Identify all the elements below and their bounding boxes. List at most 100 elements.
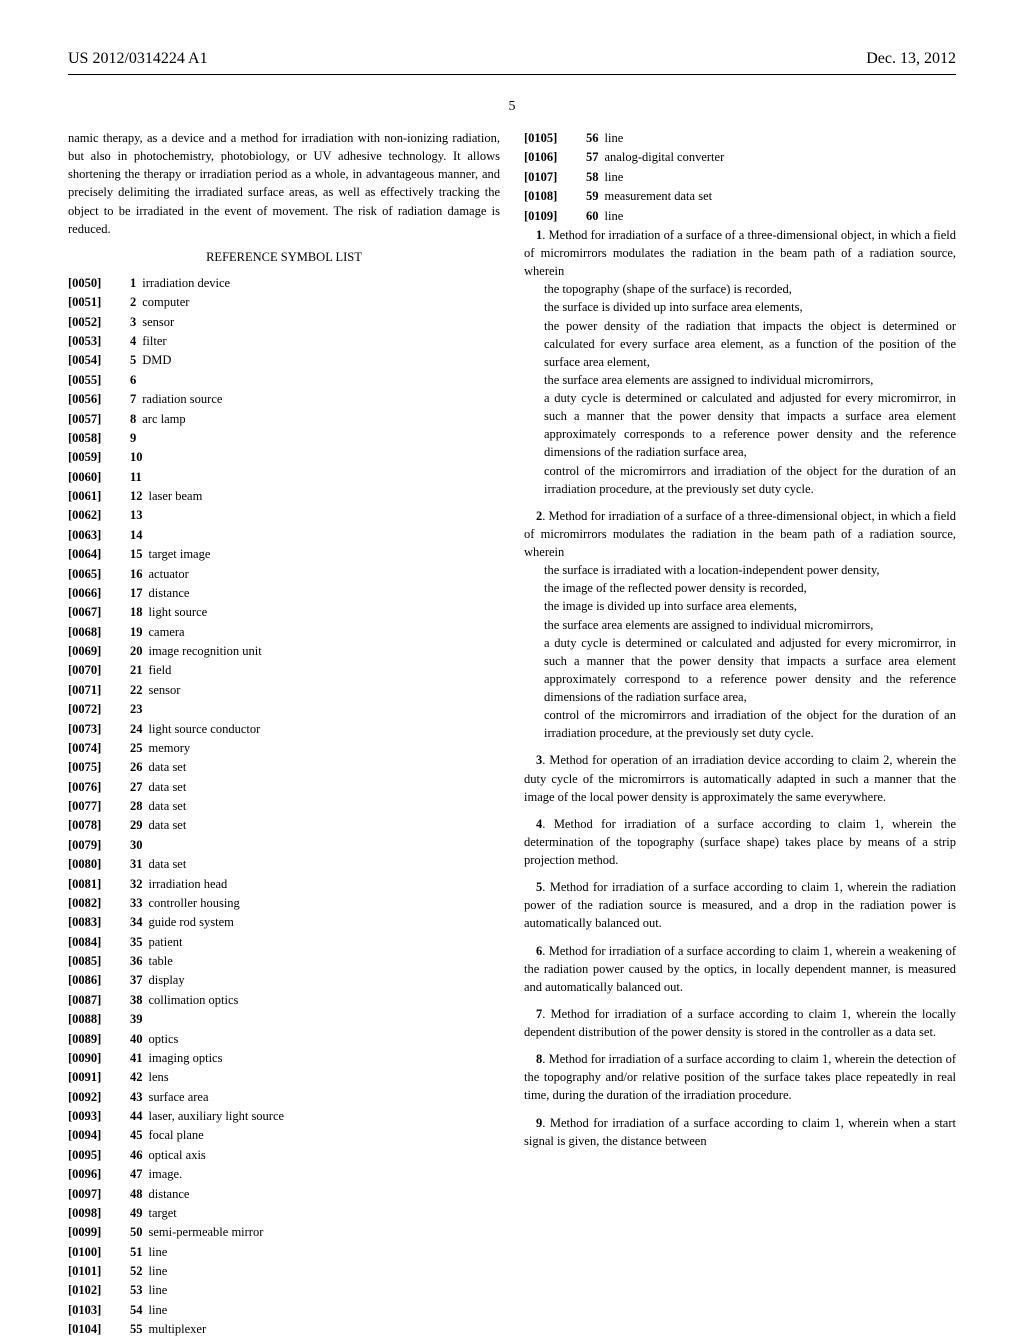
reference-symbol: 1 [130,276,136,290]
claim-intro: 3. Method for operation of an irradiatio… [524,751,956,805]
paragraph-number: [0061] [68,487,130,506]
reference-symbol: 4 [130,334,136,348]
reference-symbol: 44 [130,1109,143,1123]
claim-intro: 5. Method for irradiation of a surface a… [524,878,956,932]
claim: 4. Method for irradiation of a surface a… [524,815,956,869]
reference-symbol: 49 [130,1206,143,1220]
paragraph-number: [0058] [68,429,130,448]
claim-text: . Method for irradiation of a surface ac… [524,944,956,994]
reference-symbol: 22 [130,683,143,697]
paragraph-number: [0096] [68,1165,130,1184]
claim-text: . Method for irradiation of a surface ac… [524,1116,956,1148]
paragraph-number: [0066] [68,584,130,603]
reference-description: patient [149,935,183,949]
claims-container: 1. Method for irradiation of a surface o… [524,226,956,1150]
reference-text: 43surface area [130,1088,209,1107]
reference-text: 3sensor [130,313,174,332]
reference-symbol: 30 [130,838,143,852]
reference-symbol: 23 [130,702,143,716]
paragraph-number: [0052] [68,313,130,332]
reference-symbol: 58 [586,170,599,184]
reference-description: laser, auxiliary light source [149,1109,285,1123]
reference-symbol: 41 [130,1051,143,1065]
reference-list-right: [0105]56line[0106]57analog-digital conve… [524,129,956,226]
paragraph-number: [0090] [68,1049,130,1068]
reference-description: focal plane [149,1128,204,1142]
paragraph-number: [0063] [68,526,130,545]
reference-item: [0054]5DMD [68,351,500,370]
reference-description: irradiation head [149,877,228,891]
paragraph-number: [0100] [68,1243,130,1262]
paragraph-number: [0057] [68,410,130,429]
claim: 5. Method for irradiation of a surface a… [524,878,956,932]
reference-item: [0084]35patient [68,933,500,952]
reference-description: display [149,973,185,987]
reference-symbol: 29 [130,818,143,832]
reference-text: 28data set [130,797,186,816]
claim-step: control of the micromirrors and irradiat… [524,706,956,742]
paragraph-number: [0107] [524,168,586,187]
reference-symbol: 5 [130,353,136,367]
reference-text: 17distance [130,584,189,603]
reference-symbol: 3 [130,315,136,329]
reference-description: multiplexer [149,1322,207,1336]
reference-text: 6 [130,371,142,390]
claim-step: a duty cycle is determined or calculated… [524,389,956,462]
paragraph-number: [0050] [68,274,130,293]
paragraph-number: [0067] [68,603,130,622]
paragraph-number: [0092] [68,1088,130,1107]
reference-symbol: 15 [130,547,143,561]
claim-intro: 7. Method for irradiation of a surface a… [524,1005,956,1041]
paragraph-number: [0095] [68,1146,130,1165]
reference-description: line [149,1245,168,1259]
paragraph-number: [0106] [524,148,586,167]
reference-item: [0067]18light source [68,603,500,622]
claim-text: . Method for irradiation of a surface of… [524,509,956,559]
reference-description: actuator [149,567,189,581]
section-title: REFERENCE SYMBOL LIST [68,248,500,266]
reference-item: [0075]26data set [68,758,500,777]
paragraph-number: [0099] [68,1223,130,1242]
reference-item: [0107]58line [524,168,956,187]
paragraph-number: [0076] [68,778,130,797]
claim-step: the image is divided up into surface are… [524,597,956,615]
paragraph-number: [0098] [68,1204,130,1223]
reference-text: 2computer [130,293,189,312]
reference-item: [0096]47image. [68,1165,500,1184]
reference-text: 42lens [130,1068,169,1087]
reference-description: line [605,131,624,145]
claim-intro: 4. Method for irradiation of a surface a… [524,815,956,869]
reference-item: [0101]52line [68,1262,500,1281]
reference-item: [0089]40optics [68,1030,500,1049]
reference-item: [0050]1irradiation device [68,274,500,293]
reference-text: 11 [130,468,148,487]
paragraph-number: [0078] [68,816,130,835]
paragraph-number: [0108] [524,187,586,206]
reference-description: image recognition unit [149,644,262,658]
reference-item: [0053]4filter [68,332,500,351]
reference-text: 48distance [130,1185,189,1204]
reference-description: line [605,209,624,223]
reference-text: 46 optical axis [130,1146,206,1165]
reference-description: image. [149,1167,183,1181]
paragraph-number: [0097] [68,1185,130,1204]
claim: 6. Method for irradiation of a surface a… [524,942,956,996]
paragraph-number: [0060] [68,468,130,487]
reference-item: [0065]16actuator [68,565,500,584]
reference-text: 8arc lamp [130,410,186,429]
reference-description: analog-digital converter [605,150,725,164]
reference-item: [0106]57analog-digital converter [524,148,956,167]
reference-symbol: 46 [130,1148,143,1162]
reference-description: optical axis [149,1148,206,1162]
reference-item: [0064]15target image [68,545,500,564]
paragraph-number: [0094] [68,1126,130,1145]
reference-description: distance [149,1187,190,1201]
claim-step: the power density of the radiation that … [524,317,956,371]
reference-symbol: 21 [130,663,143,677]
reference-item: [0093]44laser, auxiliary light source [68,1107,500,1126]
reference-description: lens [149,1070,169,1084]
reference-symbol: 16 [130,567,143,581]
reference-item: [0090]41imaging optics [68,1049,500,1068]
reference-item: [0079]30 [68,836,500,855]
reference-symbol: 7 [130,392,136,406]
